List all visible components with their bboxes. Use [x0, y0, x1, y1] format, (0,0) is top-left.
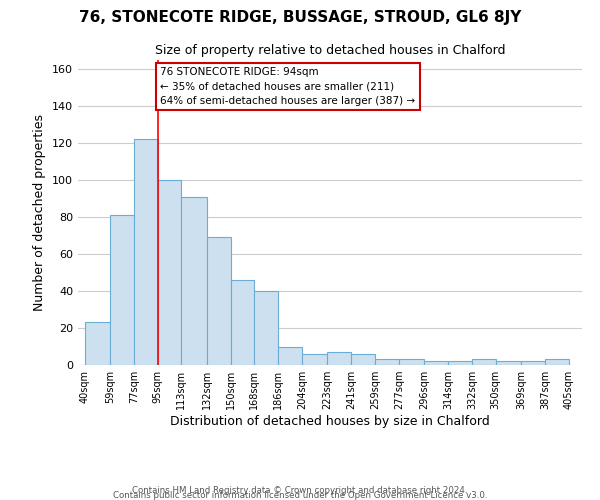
Text: Contains public sector information licensed under the Open Government Licence v3: Contains public sector information licen… — [113, 491, 487, 500]
Bar — [134, 140, 158, 365]
Bar — [472, 360, 496, 365]
Bar — [424, 362, 448, 365]
Bar — [448, 362, 472, 365]
Bar — [110, 216, 134, 365]
Bar — [85, 322, 110, 365]
Bar — [375, 360, 399, 365]
Bar — [278, 346, 302, 365]
Title: Size of property relative to detached houses in Chalford: Size of property relative to detached ho… — [155, 44, 505, 58]
Bar — [545, 360, 569, 365]
Bar — [254, 291, 278, 365]
Bar — [399, 360, 424, 365]
Text: 76 STONECOTE RIDGE: 94sqm
← 35% of detached houses are smaller (211)
64% of semi: 76 STONECOTE RIDGE: 94sqm ← 35% of detac… — [160, 68, 415, 106]
Bar — [158, 180, 181, 365]
Bar — [496, 362, 521, 365]
Bar — [206, 238, 230, 365]
Text: 76, STONECOTE RIDGE, BUSSAGE, STROUD, GL6 8JY: 76, STONECOTE RIDGE, BUSSAGE, STROUD, GL… — [79, 10, 521, 25]
Bar — [302, 354, 328, 365]
Bar — [351, 354, 375, 365]
Bar — [328, 352, 351, 365]
Y-axis label: Number of detached properties: Number of detached properties — [34, 114, 46, 311]
Bar — [181, 197, 206, 365]
Bar — [521, 362, 545, 365]
X-axis label: Distribution of detached houses by size in Chalford: Distribution of detached houses by size … — [170, 415, 490, 428]
Bar — [230, 280, 254, 365]
Text: Contains HM Land Registry data © Crown copyright and database right 2024.: Contains HM Land Registry data © Crown c… — [132, 486, 468, 495]
